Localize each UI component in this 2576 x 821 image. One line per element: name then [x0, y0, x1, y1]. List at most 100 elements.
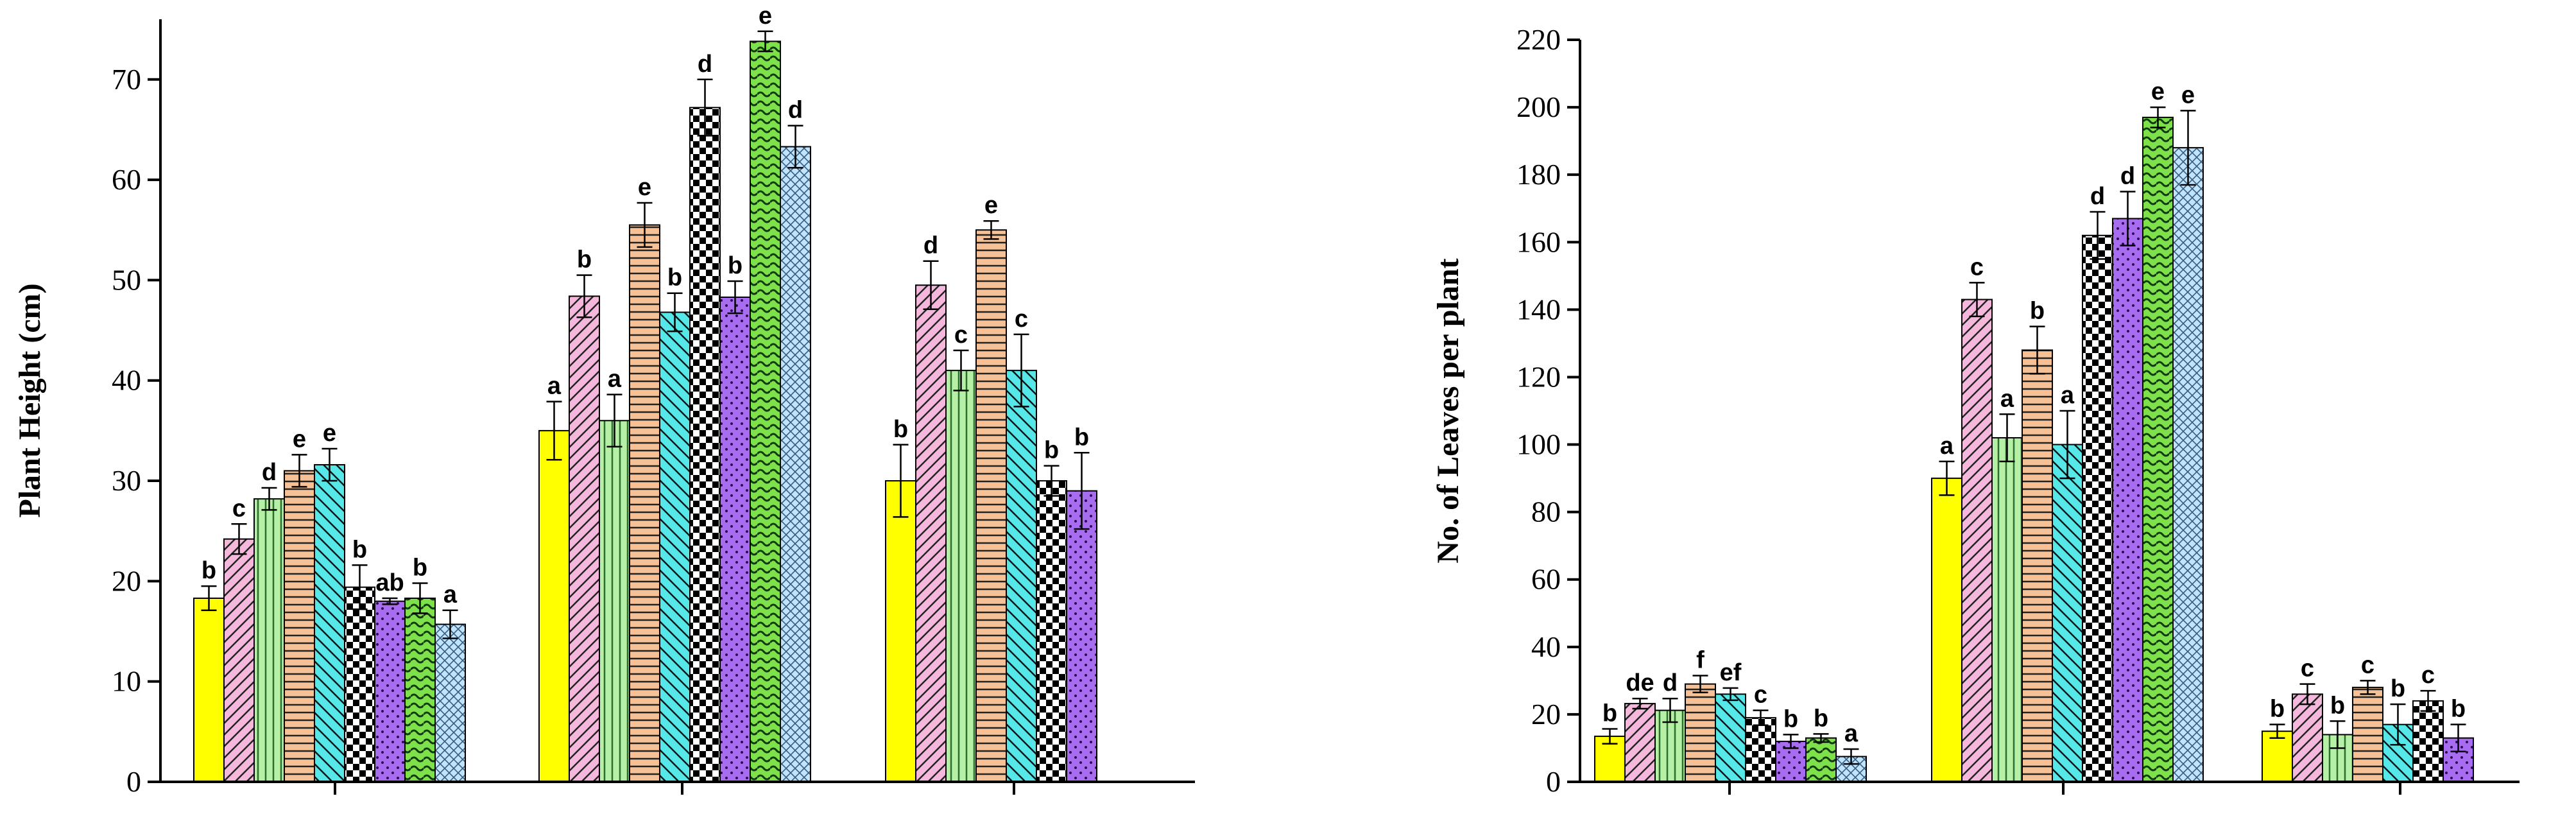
y-tick-label-1-3: 30	[112, 464, 141, 497]
error-bar-2-1-1	[1602, 728, 1618, 745]
error-bar-2-2-1	[1939, 460, 1955, 496]
sig-label-1-2-1: a	[547, 373, 562, 400]
y-tick-label-2-5: 100	[1516, 428, 1561, 461]
y-tick-label-1-7: 70	[112, 63, 141, 96]
bar-1-2-1	[538, 429, 570, 782]
sig-label-1-1-7: ab	[375, 569, 404, 596]
y-tick-label-1-0: 0	[126, 765, 141, 798]
error-bar-2-2-9	[2180, 110, 2196, 186]
sig-label-1-2-8: e	[759, 3, 772, 30]
sig-label-2-2-8: e	[2151, 78, 2165, 105]
error-bar-2-2-4	[2029, 325, 2045, 375]
y-tick-label-1-4: 40	[112, 364, 141, 397]
y-tick-label-2-0: 0	[1546, 765, 1561, 798]
bar-2-1-4	[1685, 683, 1716, 782]
sig-label-2-2-3: a	[2000, 385, 2014, 412]
bar-1-1-1	[193, 597, 225, 782]
sig-label-1-3-3: c	[954, 322, 968, 349]
bar-1-1-9	[434, 623, 466, 783]
error-bar-1-1-1	[201, 585, 217, 611]
bar-1-2-7	[719, 296, 751, 782]
sig-label-2-1-3: d	[1663, 670, 1678, 696]
error-bar-2-1-8	[1813, 733, 1829, 743]
y-tick-label-2-1: 20	[1531, 698, 1561, 730]
error-bar-1-3-4	[983, 220, 999, 240]
y-tick-label-2-4: 80	[1531, 496, 1561, 528]
error-bar-1-3-3	[953, 349, 969, 392]
bar-1-2-8	[750, 40, 781, 782]
sig-label-2-2-9: e	[2181, 82, 2195, 108]
bar-1-3-1	[885, 480, 916, 782]
error-bar-2-3-7	[2450, 723, 2466, 752]
sig-label-2-1-5: ef	[1720, 659, 1742, 686]
sig-label-2-3-5: b	[2391, 675, 2405, 702]
bar-2-1-6	[1745, 717, 1776, 783]
error-bar-2-1-7	[1783, 734, 1799, 749]
sig-label-2-2-4: b	[2030, 298, 2045, 325]
bar-1-2-6	[689, 107, 721, 783]
bar-1-1-4	[284, 470, 315, 783]
bar-2-2-8	[2142, 116, 2174, 783]
sig-label-2-1-7: b	[1783, 705, 1798, 732]
sig-label-1-2-7: b	[728, 252, 743, 279]
bar-2-2-7	[2112, 218, 2143, 782]
bar-2-2-5	[2052, 444, 2083, 782]
sig-label-1-1-4: e	[293, 426, 306, 453]
bar-1-1-2	[223, 538, 255, 782]
error-bar-1-1-5	[322, 447, 338, 482]
sig-label-2-2-1: a	[1940, 433, 1954, 460]
sig-label-1-1-3: d	[262, 459, 277, 486]
bar-1-3-5	[1006, 370, 1037, 782]
sig-label-1-3-2: d	[923, 232, 938, 259]
sig-label-1-2-2: b	[577, 246, 592, 273]
sig-label-1-1-8: b	[413, 554, 427, 581]
error-bar-1-2-8	[757, 30, 773, 53]
bar-1-2-3	[599, 420, 630, 782]
bar-2-2-6	[2082, 234, 2113, 783]
bar-1-1-8	[404, 597, 436, 782]
error-bar-1-2-1	[546, 401, 562, 461]
sig-label-2-3-4: c	[2361, 652, 2374, 678]
sig-label-1-2-4: e	[638, 174, 651, 201]
error-bar-1-1-6	[352, 564, 368, 610]
sig-label-2-1-2: de	[1626, 670, 1654, 696]
error-bar-2-3-2	[2299, 683, 2315, 705]
bar-2-2-3	[1991, 437, 2023, 782]
error-bar-1-2-4	[637, 202, 653, 248]
bar-1-3-3	[945, 370, 977, 782]
y-tick-label-1-5: 50	[112, 263, 141, 296]
error-bar-2-3-6	[2420, 689, 2436, 712]
sig-label-2-1-1: b	[1602, 700, 1617, 727]
error-bar-2-2-3	[1999, 413, 2015, 463]
y-tick-label-1-1: 10	[112, 665, 141, 698]
error-bar-1-3-5	[1013, 333, 1029, 408]
y-tick-label-2-6: 120	[1516, 360, 1561, 393]
sig-label-1-2-9: d	[788, 97, 803, 124]
error-bar-2-2-6	[2090, 211, 2106, 260]
y-tick-label-2-7: 140	[1516, 293, 1561, 325]
bar-2-3-4	[2352, 686, 2383, 782]
bar-2-1-8	[1805, 737, 1837, 783]
sig-label-1-1-5: e	[323, 420, 336, 447]
sig-label-1-1-9: a	[443, 582, 458, 609]
error-bar-2-1-2	[1632, 697, 1648, 710]
error-bar-2-3-4	[2360, 680, 2376, 695]
error-bar-2-2-8	[2150, 106, 2166, 128]
y-tick-label-2-3: 60	[1531, 563, 1561, 596]
sig-label-2-1-8: b	[1814, 705, 1828, 732]
error-bar-1-2-6	[697, 78, 713, 137]
error-bar-2-1-4	[1692, 675, 1708, 693]
bar-2-3-6	[2412, 700, 2444, 782]
sig-label-1-2-6: d	[698, 51, 712, 78]
sig-label-1-3-1: b	[893, 416, 908, 443]
sig-label-1-3-6: b	[1044, 437, 1059, 464]
sig-label-2-2-5: a	[2061, 382, 2075, 409]
sig-label-1-2-3: a	[608, 366, 622, 393]
sig-label-2-2-2: c	[1970, 254, 1984, 281]
bar-1-2-5	[659, 311, 691, 783]
bar-2-3-2	[2292, 693, 2323, 783]
y-axis-title-2: No. of Leaves per plant	[1431, 258, 1465, 563]
bar-1-2-9	[780, 146, 811, 782]
bar-1-2-2	[569, 295, 600, 782]
